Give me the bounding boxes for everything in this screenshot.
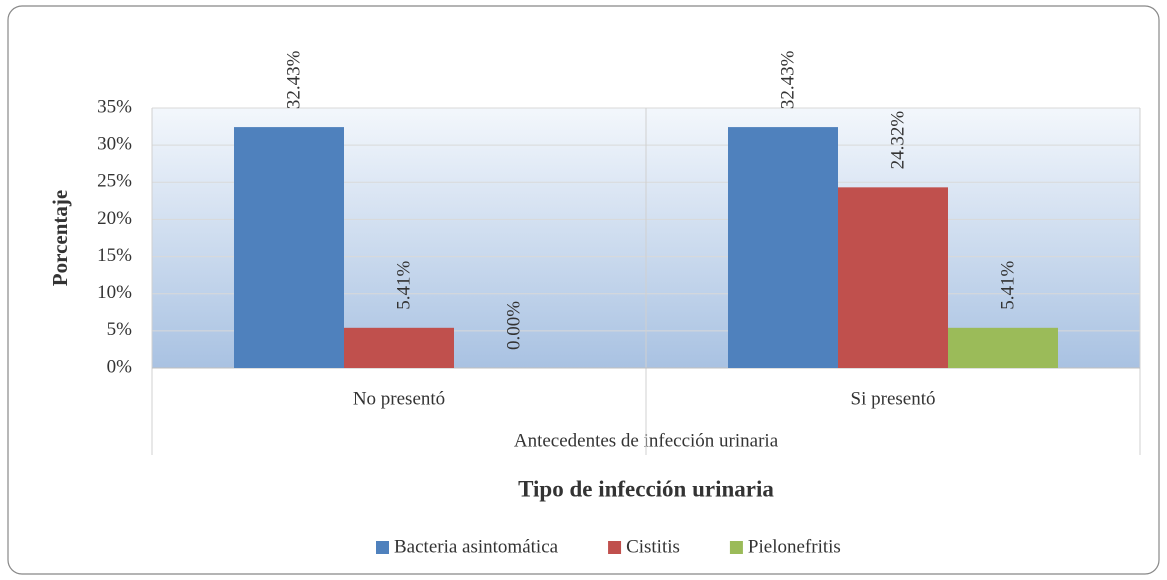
data-label: 32.43% — [777, 50, 798, 109]
y-tick-label: 35% — [97, 96, 132, 117]
x-tick-label: Si presentó — [851, 388, 936, 409]
y-tick-label: 0% — [107, 356, 133, 377]
y-axis-title: Porcentaje — [48, 190, 72, 286]
legend-swatch — [729, 541, 743, 554]
bar — [838, 187, 948, 368]
data-label: 0.00% — [503, 301, 524, 350]
bar — [728, 127, 838, 368]
data-label: 32.43% — [283, 50, 304, 109]
legend-label: Cistitis — [626, 536, 680, 557]
data-label: 5.41% — [997, 261, 1018, 310]
y-tick-label: 10% — [97, 282, 132, 303]
x-axis-title: Tipo de infección urinaria — [518, 476, 774, 501]
bar — [234, 127, 344, 368]
y-tick-label: 25% — [97, 171, 132, 192]
y-tick-label: 15% — [97, 245, 132, 266]
x-tick-label: No presentó — [353, 388, 445, 409]
bar — [948, 327, 1058, 368]
y-tick-label: 30% — [97, 134, 132, 155]
legend-label: Pielonefritis — [748, 536, 841, 557]
bar — [344, 327, 454, 368]
legend-swatch — [608, 541, 622, 554]
data-label: 5.41% — [393, 261, 414, 310]
y-tick-label: 20% — [97, 208, 132, 229]
data-label: 24.32% — [887, 111, 908, 170]
legend-label: Bacteria asintomática — [394, 536, 559, 557]
legend-swatch — [376, 541, 389, 554]
y-tick-label: 5% — [107, 319, 133, 340]
